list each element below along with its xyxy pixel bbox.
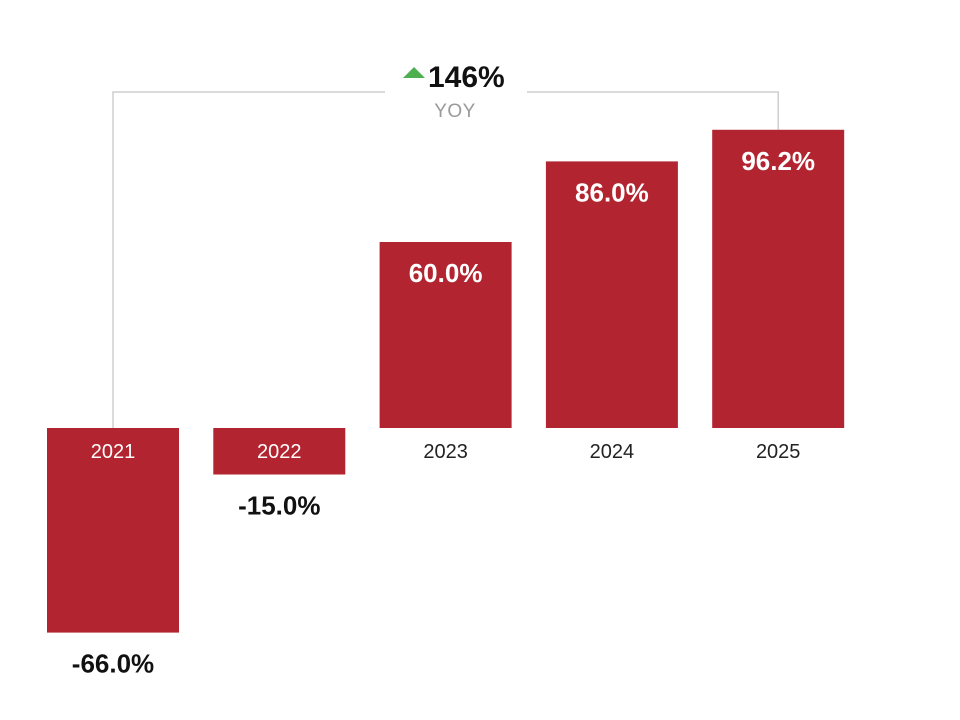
- bar-2022: [213, 428, 346, 475]
- bar-2025: [712, 129, 845, 428]
- bar-2024: [545, 161, 678, 428]
- bar-2023: [379, 242, 512, 428]
- bars: [47, 129, 845, 633]
- data-label-2022: -15.0%: [238, 491, 320, 521]
- bar-2021: [47, 428, 179, 633]
- data-label-2024: 86.0%: [575, 177, 649, 207]
- bracket-left: [112, 91, 385, 428]
- tick-label-2025: 2025: [756, 441, 801, 463]
- yoy-bracket: [112, 91, 779, 428]
- yoy-annotation: 146% YOY: [403, 61, 505, 122]
- tick-label-2023: 2023: [423, 441, 468, 463]
- yoy-value: 146%: [428, 61, 505, 94]
- tick-label-2024: 2024: [590, 441, 635, 463]
- labels: 2021 -66.0% 2022 -15.0% 2023 60.0% 2024 86.0% 20…: [72, 146, 815, 679]
- yoy-label: YOY: [434, 101, 476, 122]
- data-label-2021: -66.0%: [72, 649, 154, 679]
- tick-label-2021: 2021: [91, 441, 136, 463]
- data-label-2025: 96.2%: [741, 146, 815, 176]
- bracket-right: [527, 91, 779, 130]
- data-label-2023: 60.0%: [409, 258, 483, 288]
- up-arrow-icon: [403, 67, 425, 78]
- tick-label-2022: 2022: [257, 441, 302, 463]
